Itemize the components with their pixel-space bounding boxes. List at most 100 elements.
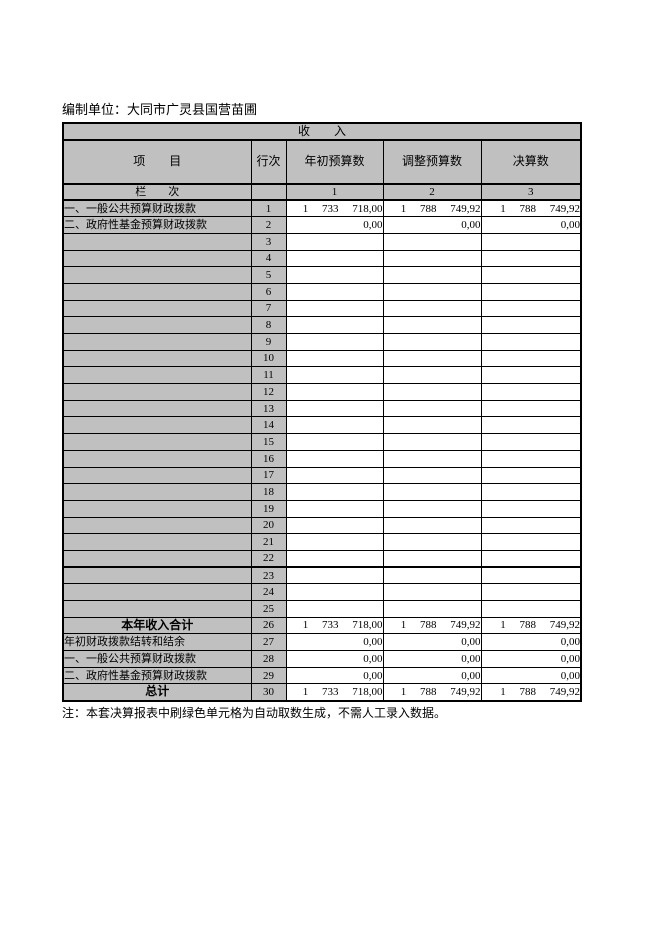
value-cell-initial-budget: 0,00 [285, 216, 384, 234]
table-row: 一、一般公共预算财政拨款 1 1 733 718,00 1 788 749,92 1 7… [62, 199, 582, 218]
row-label-cell [62, 583, 252, 601]
value-cell-initial-budget [285, 549, 384, 568]
value-cell-final-accounts: 0,00 [480, 216, 582, 234]
value-cell-initial-budget [285, 249, 384, 268]
line-number-cell: 20 [250, 516, 287, 535]
row-label-cell [62, 499, 252, 518]
line-number-cell: 21 [250, 533, 287, 551]
line-number-cell: 14 [250, 416, 287, 435]
value-cell-initial-budget [285, 516, 384, 535]
value-cell-initial-budget [285, 366, 384, 385]
table-row: 15 [62, 433, 582, 451]
line-number-cell: 12 [250, 383, 287, 401]
value-cell-final-accounts [480, 549, 582, 568]
row-label-cell: 二、政府性基金预算财政拨款 [62, 666, 252, 685]
row-label-cell [62, 399, 252, 418]
row-label-cell [62, 449, 252, 468]
table-body: 一、一般公共预算财政拨款 1 1 733 718,00 1 788 749,92 1 7… [62, 199, 582, 702]
value-cell-initial-budget [285, 433, 384, 451]
row-label-cell [62, 266, 252, 284]
footnote: 注：本套决算报表中刷绿色单元格为自动取数生成，不需人工录入数据。 [62, 705, 447, 720]
header-initial-budget: 年初预算数 [285, 139, 384, 185]
row-label-cell [62, 416, 252, 435]
value-cell-final-accounts [480, 499, 582, 518]
value-cell-initial-budget [285, 383, 384, 401]
value-cell-initial-budget [285, 282, 384, 301]
column-index-label: 栏 次 [62, 183, 252, 201]
row-label-cell [62, 333, 252, 351]
line-number-cell: 24 [250, 583, 287, 601]
value-cell-initial-budget: 0,00 [285, 650, 384, 668]
value-cell-adjusted-budget [382, 399, 482, 418]
value-cell-final-accounts [480, 600, 582, 618]
value-cell-final-accounts [480, 383, 582, 401]
value-cell-final-accounts: 1 788 749,92 [480, 616, 582, 635]
row-label-cell: 一、一般公共预算财政拨款 [62, 199, 252, 218]
line-number-cell: 23 [250, 566, 287, 585]
row-label-cell [62, 232, 252, 251]
value-cell-adjusted-budget: 1 788 749,92 [382, 616, 482, 635]
line-number-cell: 25 [250, 600, 287, 618]
line-number-cell: 30 [250, 683, 287, 702]
value-cell-adjusted-budget [382, 299, 482, 318]
value-cell-initial-budget: 0,00 [285, 633, 384, 652]
header-final-accounts: 决算数 [480, 139, 582, 185]
table-header-row: 项 目 行次 年初预算数 调整预算数 决算数 [62, 139, 582, 185]
table-row: 6 [62, 282, 582, 301]
value-cell-adjusted-budget [382, 316, 482, 334]
table-row: 10 [62, 349, 582, 368]
line-number-cell: 5 [250, 266, 287, 284]
value-cell-adjusted-budget [382, 466, 482, 485]
row-label-cell [62, 299, 252, 318]
table-row: 本年收入合计 26 1 733 718,00 1 788 749,92 1 788 74… [62, 616, 582, 635]
value-cell-initial-budget [285, 583, 384, 601]
value-cell-adjusted-budget: 1 788 749,92 [382, 683, 482, 702]
table-row: 23 [62, 566, 582, 585]
value-cell-initial-budget [285, 416, 384, 435]
row-label-cell [62, 516, 252, 535]
row-label-cell [62, 600, 252, 618]
line-number-cell: 29 [250, 666, 287, 685]
value-cell-final-accounts: 0,00 [480, 650, 582, 668]
column-index-2: 2 [382, 183, 482, 201]
value-cell-initial-budget [285, 533, 384, 551]
value-cell-adjusted-budget [382, 349, 482, 368]
value-cell-adjusted-budget [382, 383, 482, 401]
row-label-cell [62, 383, 252, 401]
table-row: 25 [62, 600, 582, 618]
value-cell-adjusted-budget [382, 583, 482, 601]
table-row: 17 [62, 466, 582, 485]
line-number-cell: 4 [250, 249, 287, 268]
value-cell-final-accounts [480, 232, 582, 251]
row-label-cell [62, 566, 252, 585]
value-cell-final-accounts [480, 516, 582, 535]
row-label-cell [62, 249, 252, 268]
value-cell-final-accounts [480, 566, 582, 585]
header-item: 项 目 [62, 139, 252, 185]
value-cell-adjusted-budget [382, 533, 482, 551]
value-cell-final-accounts: 1 788 749,92 [480, 683, 582, 702]
value-cell-initial-budget [285, 316, 384, 334]
value-cell-initial-budget [285, 232, 384, 251]
value-cell-adjusted-budget [382, 449, 482, 468]
line-number-cell: 18 [250, 483, 287, 501]
value-cell-adjusted-budget [382, 499, 482, 518]
table-row: 19 [62, 499, 582, 518]
table-row: 5 [62, 266, 582, 284]
table-row: 总计 30 1 733 718,00 1 788 749,92 1 788 749,92 [62, 683, 582, 702]
value-cell-final-accounts [480, 299, 582, 318]
table-row: 年初财政拨款结转和结余 27 0,00 0,00 0,00 [62, 633, 582, 652]
table-row: 12 [62, 383, 582, 401]
line-number-cell: 28 [250, 650, 287, 668]
value-cell-initial-budget [285, 449, 384, 468]
value-cell-final-accounts: 0,00 [480, 666, 582, 685]
table-row: 二、政府性基金预算财政拨款 29 0,00 0,00 0,00 [62, 666, 582, 685]
value-cell-final-accounts [480, 483, 582, 501]
value-cell-initial-budget: 1 733 718,00 [285, 683, 384, 702]
column-index-3: 3 [480, 183, 582, 201]
table-title-row: 收 入 [62, 122, 582, 141]
report-page: 编制单位：大同市广灵县国营苗圃 收 入 项 目 行次 年初预算数 调整预算数 决… [62, 101, 583, 721]
row-label-cell [62, 433, 252, 451]
value-cell-final-accounts [480, 583, 582, 601]
line-number-cell: 8 [250, 316, 287, 334]
